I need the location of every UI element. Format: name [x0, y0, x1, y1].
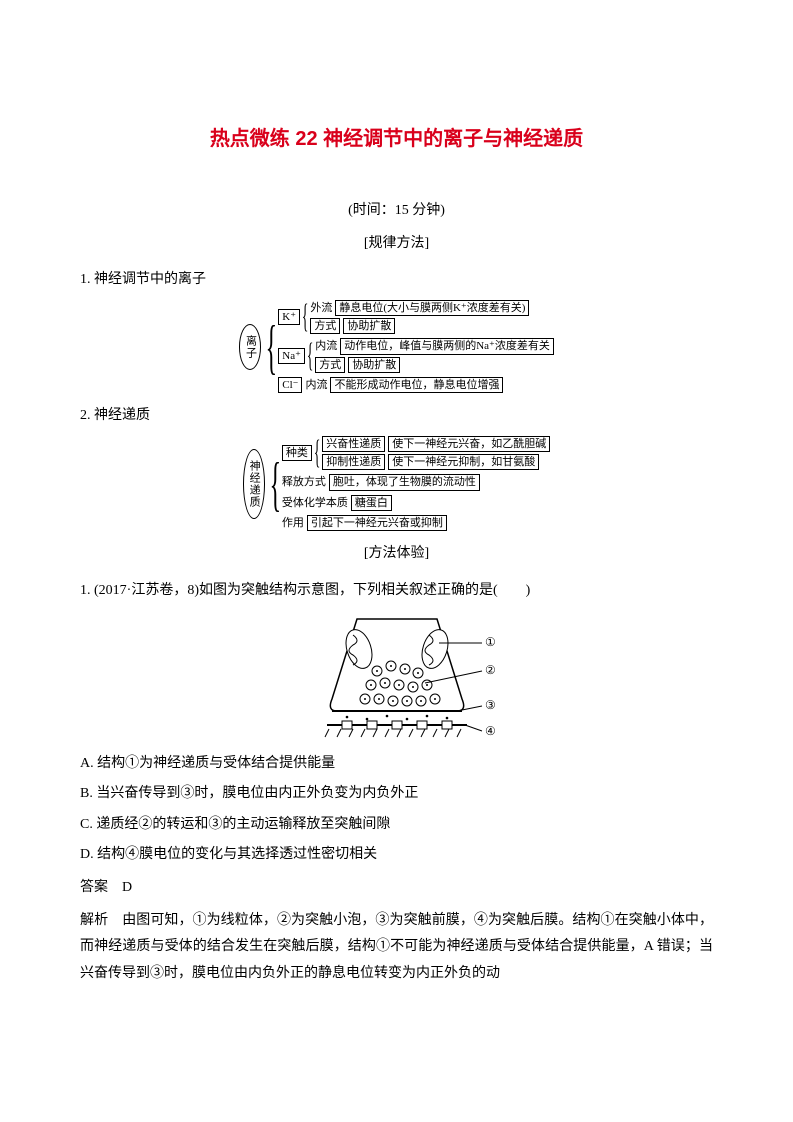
na-in-label: 内流	[315, 339, 337, 353]
option-d: D. 结构④膜电位的变化与其选择透过性密切相关	[80, 842, 713, 869]
root-ion: 离子	[239, 324, 261, 370]
na-in-box: 动作电位，峰值与膜两侧的Na⁺浓度差有关	[340, 338, 554, 354]
chem-box: 糖蛋白	[351, 495, 392, 511]
heading-neurotransmitter: 2. 神经递质	[80, 403, 713, 430]
release-box: 胞吐，体现了生物膜的流动性	[329, 474, 480, 490]
k-out-box: 静息电位(大小与膜两侧K⁺浓度差有关)	[335, 300, 529, 316]
option-c: C. 递质经②的转运和③的主动运输释放至突触间隙	[80, 812, 713, 839]
exc-box: 使下一神经元兴奋，如乙酰胆碱	[388, 436, 550, 452]
fig-label-2: ②	[485, 663, 496, 677]
method-experience-head: [方法体验]	[80, 541, 713, 568]
na-node: Na⁺	[278, 348, 305, 364]
cl-node: Cl⁻	[278, 377, 302, 393]
heading-ions: 1. 神经调节中的离子	[80, 267, 713, 294]
fig-label-3: ③	[485, 698, 496, 712]
action-box: 引起下一神经元兴奋或抑制	[307, 515, 447, 531]
diagram-neurotransmitter: 神经递质 { 种类 { 兴奋性递质 使下一神经元兴奋，如乙酰胆碱 抑制性递质 使…	[80, 436, 713, 531]
kind-node: 种类	[282, 445, 312, 461]
exc-label: 兴奋性递质	[322, 436, 385, 452]
rule-method-head: [规律方法]	[80, 231, 713, 258]
release-label: 释放方式	[282, 475, 326, 489]
time-line: (时间：15 分钟)	[80, 198, 713, 225]
synapse-figure: ① ② ③ ④	[80, 611, 713, 741]
page-title: 热点微练 22 神经调节中的离子与神经递质	[80, 120, 713, 158]
diagram-ions: 离子 { K⁺ { 外流 静息电位(大小与膜两侧K⁺浓度差有关) 方式 协助扩散	[80, 300, 713, 393]
option-b: B. 当兴奋传导到③时，膜电位由内正外负变为内负外正	[80, 781, 713, 808]
k-out-label: 外流	[310, 301, 332, 315]
fig-label-4: ④	[485, 724, 496, 738]
inh-box: 使下一神经元抑制，如甘氨酸	[388, 454, 539, 470]
inh-label: 抑制性递质	[322, 454, 385, 470]
action-label: 作用	[282, 516, 304, 530]
k-way-label: 方式	[310, 318, 340, 334]
root-nt: 神经递质	[243, 449, 265, 519]
k-node: K⁺	[278, 309, 300, 325]
na-way-box: 协助扩散	[348, 357, 400, 373]
option-a: A. 结构①为神经递质与受体结合提供能量	[80, 751, 713, 778]
answer-line: 答案 D	[80, 875, 713, 902]
k-way-box: 协助扩散	[343, 318, 395, 334]
q1-stem: 1. (2017·江苏卷，8)如图为突触结构示意图，下列相关叙述正确的是( )	[80, 578, 713, 605]
cl-box: 不能形成动作电位，静息电位增强	[330, 377, 503, 393]
fig-label-1: ①	[485, 635, 496, 649]
explanation: 解析 由图可知，①为线粒体，②为突触小泡，③为突触前膜，④为突触后膜。结构①在突…	[80, 908, 713, 988]
cl-in-label: 内流	[305, 378, 327, 392]
na-way-label: 方式	[315, 357, 345, 373]
chem-label: 受体化学本质	[282, 496, 348, 510]
